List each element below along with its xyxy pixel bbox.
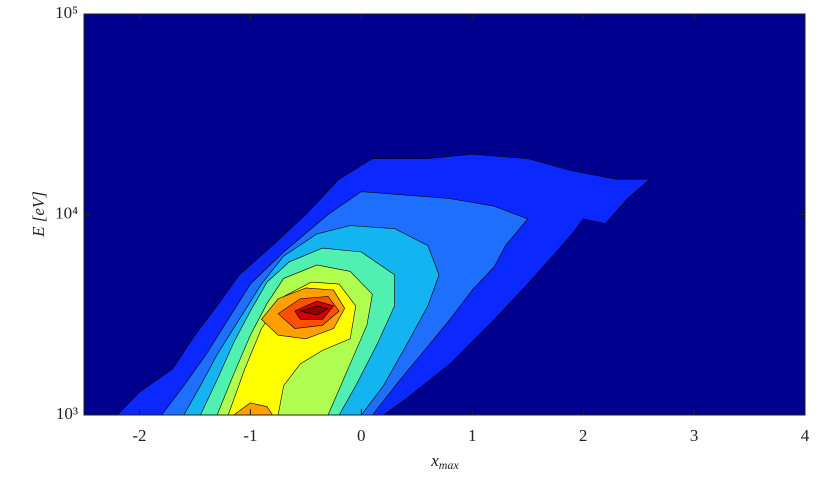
x-label-main: x [430,451,439,470]
contours [116,153,651,415]
x-tick-label: 0 [357,426,366,445]
contour-region [233,402,273,415]
x-tick-label: -2 [132,426,146,445]
y-tick-label: 10³ [56,404,78,423]
x-tick-label: 2 [579,426,588,445]
x-tick-label: -1 [243,426,257,445]
x-tick-label: 3 [690,426,699,445]
y-axis-label: E [eV] [29,191,48,238]
contour-region [299,305,329,316]
x-axis-label: xmax [430,451,459,472]
y-tick-label: 10⁴ [55,203,78,222]
x-tick-label: 1 [468,426,477,445]
x-tick-label: 4 [801,426,810,445]
y-tick-label: 10⁵ [55,3,78,22]
x-label-sub: max [439,458,460,472]
